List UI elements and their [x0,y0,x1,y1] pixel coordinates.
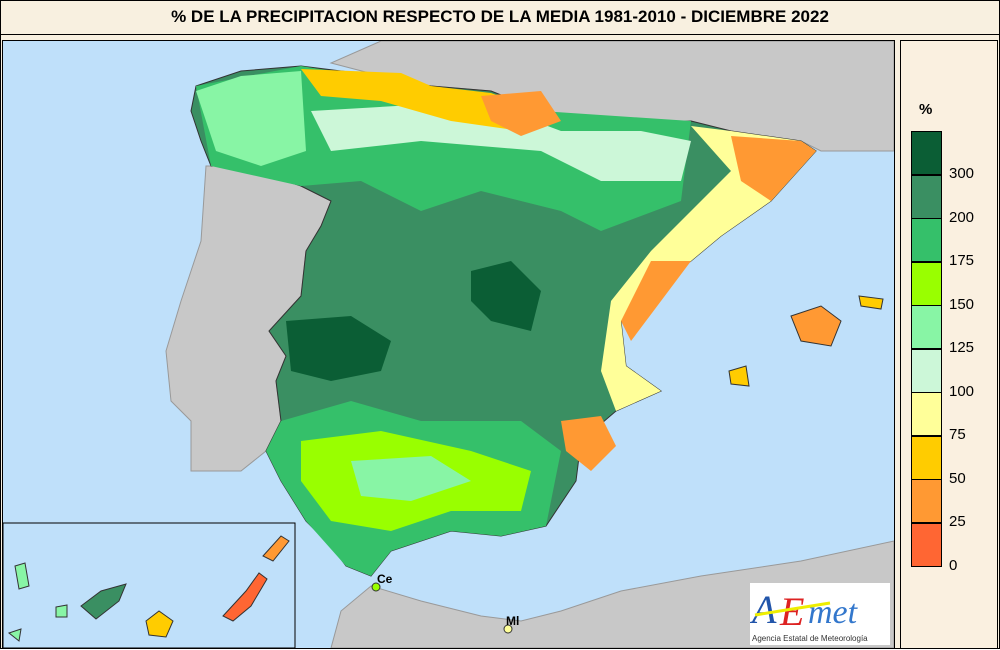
legend-swatch [911,479,942,523]
legend-swatch [911,392,942,436]
la-gomera [55,604,68,618]
map-title: % DE LA PRECIPITACION RESPECTO DE LA MED… [0,0,1000,35]
ceuta-label: Ce [377,572,393,586]
svg-text:A: A [750,587,777,632]
precipitation-map: Ce Ml [3,41,894,648]
tenerife [80,583,127,620]
legend-swatch [911,435,942,480]
legend-label: 75 [949,426,966,443]
legend-unit: % [919,101,933,118]
fuerteventura [222,572,268,622]
legend-swatch [911,131,942,175]
legend-swatch [911,218,942,262]
gran-canaria [145,610,174,638]
la-palma [14,562,30,590]
legend-label: 0 [949,556,958,574]
legend-swatch [911,174,942,219]
legend-label: 200 [949,208,975,226]
legend: % 300 200 175 150 125 100 75 50 25 0 [900,40,998,649]
aemet-logo: A E met Agencia Estatal de Meteorología [749,583,890,645]
legend-swatch [911,348,942,393]
legend-label: 150 [949,295,975,313]
legend-label: 175 [949,252,975,269]
ibiza [728,365,750,387]
legend-label: 125 [949,339,975,356]
legend-label: 300 [949,165,975,182]
el-hierro [7,628,22,642]
mallorca [790,305,842,347]
legend-label: 100 [949,382,975,400]
melilla-label: Ml [506,614,519,628]
legend-swatch [911,305,942,349]
ceuta-marker [371,582,381,592]
precip-zones [196,66,816,576]
lanzarote [262,535,290,562]
legend-label: 25 [949,513,966,530]
svg-text:Agencia Estatal de Meteorologí: Agencia Estatal de Meteorología [752,634,868,643]
svg-text:met: met [808,594,859,631]
melilla-marker [503,624,513,634]
menorca [858,295,884,310]
canary-inset [3,522,296,648]
legend-swatch [911,522,942,567]
legend-swatch [911,261,942,306]
map-area: Ce Ml [2,40,895,649]
legend-label: 50 [949,469,966,487]
